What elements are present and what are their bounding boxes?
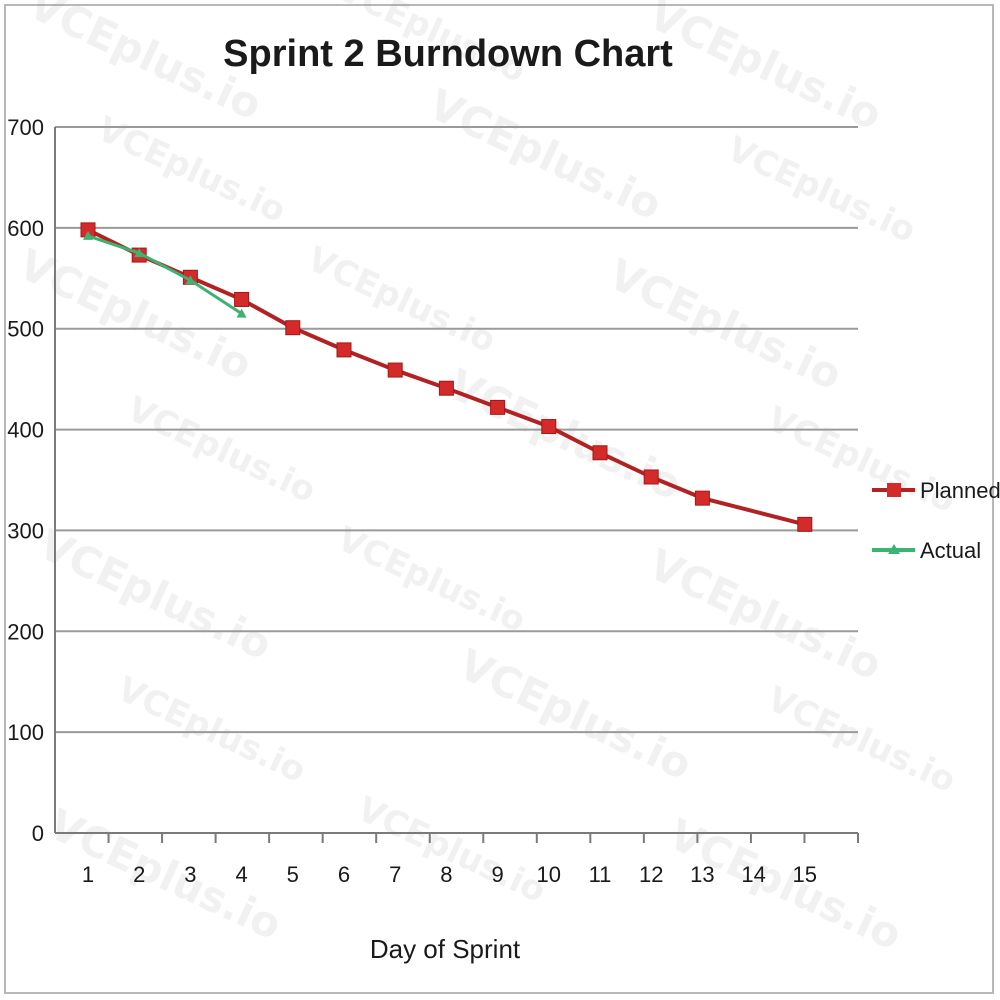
x-axis-label: Day of Sprint xyxy=(370,934,521,964)
chart-frame xyxy=(4,4,994,994)
x-tick-label: 1 xyxy=(82,862,94,887)
series-layer xyxy=(80,222,813,532)
data-point xyxy=(185,275,196,285)
legend: Planned Actual xyxy=(872,478,1000,563)
x-tick-label: 12 xyxy=(639,862,663,887)
y-tick-labels: 0 100 200 300 400 500 600 700 xyxy=(7,115,44,846)
x-tick-labels: 1 2 3 4 5 6 7 8 9 10 11 12 13 14 15 xyxy=(82,862,817,887)
x-tick-label: 5 xyxy=(287,862,299,887)
legend-item-planned: Planned xyxy=(872,478,1000,503)
series-actual xyxy=(83,230,247,318)
data-point xyxy=(694,490,710,506)
data-point xyxy=(438,380,454,396)
x-tick-label: 13 xyxy=(690,862,714,887)
data-point xyxy=(643,469,659,485)
x-tick-label: 10 xyxy=(537,862,561,887)
x-tick-label: 7 xyxy=(389,862,401,887)
legend-item-actual: Actual xyxy=(872,538,981,563)
y-tick-label: 200 xyxy=(7,619,44,644)
y-tick-label: 100 xyxy=(7,720,44,745)
data-point xyxy=(336,342,352,358)
series-line-actual xyxy=(87,234,243,315)
legend-marker xyxy=(887,483,901,497)
data-point xyxy=(83,230,93,240)
data-point xyxy=(490,399,506,415)
axes xyxy=(54,127,859,843)
x-tick-label: 15 xyxy=(793,862,817,887)
x-tick-label: 8 xyxy=(440,862,452,887)
data-point xyxy=(236,308,247,318)
legend-marker xyxy=(888,544,900,554)
y-tick-label: 300 xyxy=(7,518,44,543)
y-tick-label: 600 xyxy=(7,216,44,241)
data-point xyxy=(592,445,608,461)
y-tick-label: 0 xyxy=(32,821,44,846)
x-tick-label: 4 xyxy=(235,862,247,887)
chart-title: Sprint 2 Burndown Chart xyxy=(223,33,673,75)
x-tick-label: 6 xyxy=(338,862,350,887)
x-tick-label: 3 xyxy=(184,862,196,887)
series-planned xyxy=(80,222,813,532)
y-tick-label: 700 xyxy=(7,115,44,140)
data-point xyxy=(541,419,557,435)
legend-label: Planned xyxy=(920,478,1000,503)
data-point xyxy=(797,516,813,532)
data-point xyxy=(285,320,301,336)
legend-label: Actual xyxy=(920,538,981,563)
data-point xyxy=(134,248,145,258)
y-tick-label: 400 xyxy=(7,418,44,443)
x-tick-label: 9 xyxy=(491,862,503,887)
x-tick-label: 11 xyxy=(589,862,612,887)
y-tick-label: 500 xyxy=(7,317,44,342)
x-tick-label: 14 xyxy=(741,862,765,887)
series-line-planned xyxy=(87,228,806,527)
x-tick-label: 2 xyxy=(133,862,145,887)
gridlines xyxy=(55,126,858,734)
data-point xyxy=(234,291,250,307)
data-point xyxy=(387,362,403,378)
